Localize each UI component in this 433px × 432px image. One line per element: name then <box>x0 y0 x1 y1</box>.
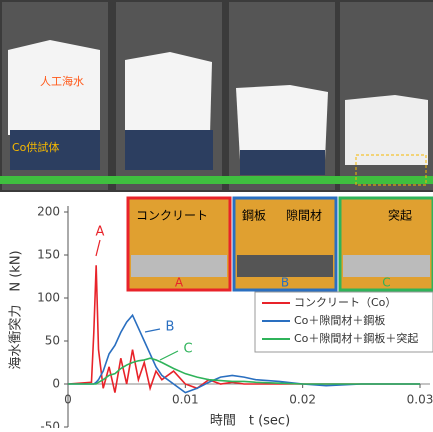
photos <box>0 2 433 190</box>
legend-label: Co＋隙間材＋鋼板 <box>294 313 385 327</box>
inset-label: 隙間材 <box>286 209 322 223</box>
photo-label: Co供試体 <box>12 140 59 154</box>
y-tick-label: -50 <box>40 420 60 429</box>
annotation-arrow <box>160 351 178 360</box>
inset-ground <box>131 255 227 277</box>
y-tick-label: 200 <box>37 205 60 219</box>
figure: 人工海水 Co供試体 コンクリート A 鋼板 隙間材 B 突起 C -50 0 50 100 150 2… <box>0 0 433 428</box>
inset-ground <box>343 255 430 277</box>
x-tick-label: 0.01 <box>172 393 199 407</box>
annotation: C <box>183 342 192 357</box>
y-tick-label: 0 <box>52 377 60 391</box>
annotation: A <box>96 225 105 240</box>
y-tick-label: 100 <box>37 291 60 305</box>
x-tick-label: 0.02 <box>289 393 316 407</box>
y-axis-label: 海水衝突力 N (kN) <box>8 250 24 369</box>
x-tick-label: 0.03 <box>407 393 433 407</box>
annotation: B <box>166 320 175 335</box>
legend-label: Co＋隙間材＋鋼板＋突起 <box>294 331 418 345</box>
x-tick-label: 0 <box>64 393 72 407</box>
inset-label: 突起 <box>388 208 412 223</box>
y-tick-label: 150 <box>37 248 60 262</box>
inset-label: コンクリート <box>136 209 208 223</box>
x-axis-label: 時間 t (sec) <box>210 414 290 429</box>
annotation-arrow <box>96 240 100 256</box>
annotation-arrow <box>145 329 160 332</box>
photo-label: 人工海水 <box>40 74 84 88</box>
inset-letter: B <box>281 276 289 290</box>
inset-label: 鋼板 <box>242 209 266 223</box>
inset-letter: C <box>382 276 390 290</box>
inset-ground <box>237 255 333 277</box>
inset-letter: A <box>175 276 184 290</box>
legend-label: コンクリート（Co） <box>294 296 396 309</box>
y-tick-label: 50 <box>45 334 60 348</box>
